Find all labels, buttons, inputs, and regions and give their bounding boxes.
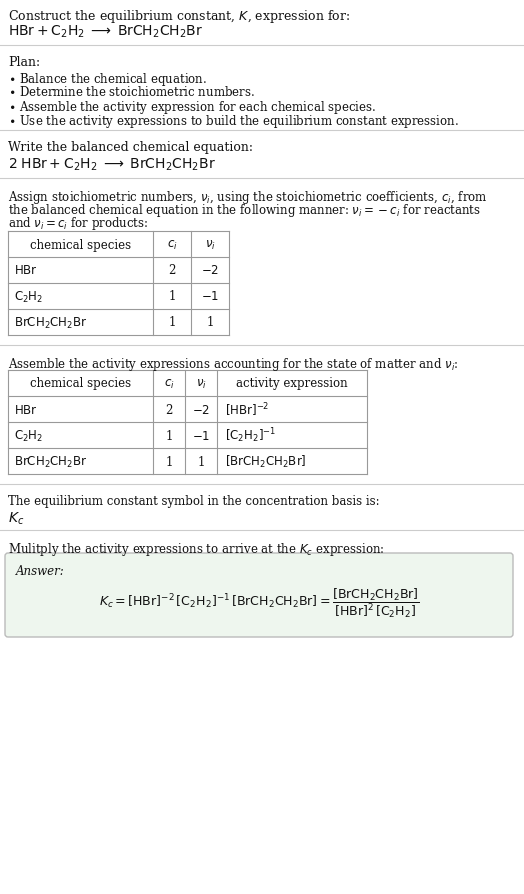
- Text: 1: 1: [165, 455, 173, 468]
- Text: $[\mathrm{C_2H_2}]^{-1}$: $[\mathrm{C_2H_2}]^{-1}$: [225, 426, 276, 445]
- Text: 1: 1: [168, 291, 176, 303]
- Text: $c_i$: $c_i$: [167, 238, 177, 251]
- Text: Mulitply the activity expressions to arrive at the $K_c$ expression:: Mulitply the activity expressions to arr…: [8, 540, 385, 557]
- Text: $[\mathrm{BrCH_2CH_2Br}]$: $[\mathrm{BrCH_2CH_2Br}]$: [225, 453, 307, 469]
- Text: $\bullet$ Use the activity expressions to build the equilibrium constant express: $\bullet$ Use the activity expressions t…: [8, 113, 459, 130]
- Text: $K_c$: $K_c$: [8, 510, 24, 527]
- Text: $\mathrm{BrCH_2CH_2Br}$: $\mathrm{BrCH_2CH_2Br}$: [14, 454, 88, 469]
- Text: Assign stoichiometric numbers, $\nu_i$, using the stoichiometric coefficients, $: Assign stoichiometric numbers, $\nu_i$, …: [8, 189, 488, 206]
- Text: $\mathrm{2\;HBr + C_2H_2 \;\longrightarrow\; BrCH_2CH_2Br}$: $\mathrm{2\;HBr + C_2H_2 \;\longrightarr…: [8, 156, 216, 173]
- Text: and $\nu_i = c_i$ for products:: and $\nu_i = c_i$ for products:: [8, 215, 148, 232]
- Text: $-1$: $-1$: [201, 291, 219, 303]
- Text: $\nu_i$: $\nu_i$: [195, 377, 206, 390]
- Text: 1: 1: [206, 316, 214, 329]
- Text: $\mathrm{BrCH_2CH_2Br}$: $\mathrm{BrCH_2CH_2Br}$: [14, 315, 88, 330]
- Text: 2: 2: [168, 265, 176, 277]
- Text: $\bullet$ Determine the stoichiometric numbers.: $\bullet$ Determine the stoichiometric n…: [8, 85, 255, 99]
- Text: The equilibrium constant symbol in the concentration basis is:: The equilibrium constant symbol in the c…: [8, 494, 379, 508]
- Text: $\nu_i$: $\nu_i$: [204, 238, 215, 251]
- Text: 2: 2: [165, 403, 173, 416]
- Text: $K_c = [\mathrm{HBr}]^{-2}\,[\mathrm{C_2H_2}]^{-1}\,[\mathrm{BrCH_2CH_2Br}] = \d: $K_c = [\mathrm{HBr}]^{-2}\,[\mathrm{C_2…: [99, 586, 419, 619]
- Text: 1: 1: [168, 316, 176, 329]
- Text: $-2$: $-2$: [201, 265, 219, 277]
- Text: Assemble the activity expressions accounting for the state of matter and $\nu_i$: Assemble the activity expressions accoun…: [8, 356, 458, 373]
- Text: $c_i$: $c_i$: [163, 377, 174, 390]
- Text: Answer:: Answer:: [16, 564, 65, 578]
- Text: $\mathrm{HBr}$: $\mathrm{HBr}$: [14, 265, 38, 277]
- Text: chemical species: chemical species: [30, 238, 131, 251]
- Text: Plan:: Plan:: [8, 56, 40, 69]
- Text: $\mathrm{HBr}$: $\mathrm{HBr}$: [14, 403, 38, 416]
- Text: 1: 1: [165, 429, 173, 442]
- Text: Write the balanced chemical equation:: Write the balanced chemical equation:: [8, 141, 253, 154]
- FancyBboxPatch shape: [5, 553, 513, 637]
- Text: $\bullet$ Assemble the activity expression for each chemical species.: $\bullet$ Assemble the activity expressi…: [8, 99, 376, 116]
- Text: $-2$: $-2$: [192, 403, 210, 416]
- Text: chemical species: chemical species: [30, 377, 131, 390]
- Text: 1: 1: [198, 455, 205, 468]
- Text: activity expression: activity expression: [236, 377, 348, 390]
- Text: $\bullet$ Balance the chemical equation.: $\bullet$ Balance the chemical equation.: [8, 71, 207, 88]
- Text: $-1$: $-1$: [192, 429, 210, 442]
- Text: the balanced chemical equation in the following manner: $\nu_i = -c_i$ for react: the balanced chemical equation in the fo…: [8, 202, 481, 219]
- Text: $\mathrm{C_2H_2}$: $\mathrm{C_2H_2}$: [14, 289, 43, 304]
- Text: $\mathrm{C_2H_2}$: $\mathrm{C_2H_2}$: [14, 428, 43, 443]
- Text: $[\mathrm{HBr}]^{-2}$: $[\mathrm{HBr}]^{-2}$: [225, 401, 269, 418]
- Text: $\mathrm{HBr + C_2H_2 \;\longrightarrow\; BrCH_2CH_2Br}$: $\mathrm{HBr + C_2H_2 \;\longrightarrow\…: [8, 24, 203, 40]
- Text: Construct the equilibrium constant, $K$, expression for:: Construct the equilibrium constant, $K$,…: [8, 8, 350, 25]
